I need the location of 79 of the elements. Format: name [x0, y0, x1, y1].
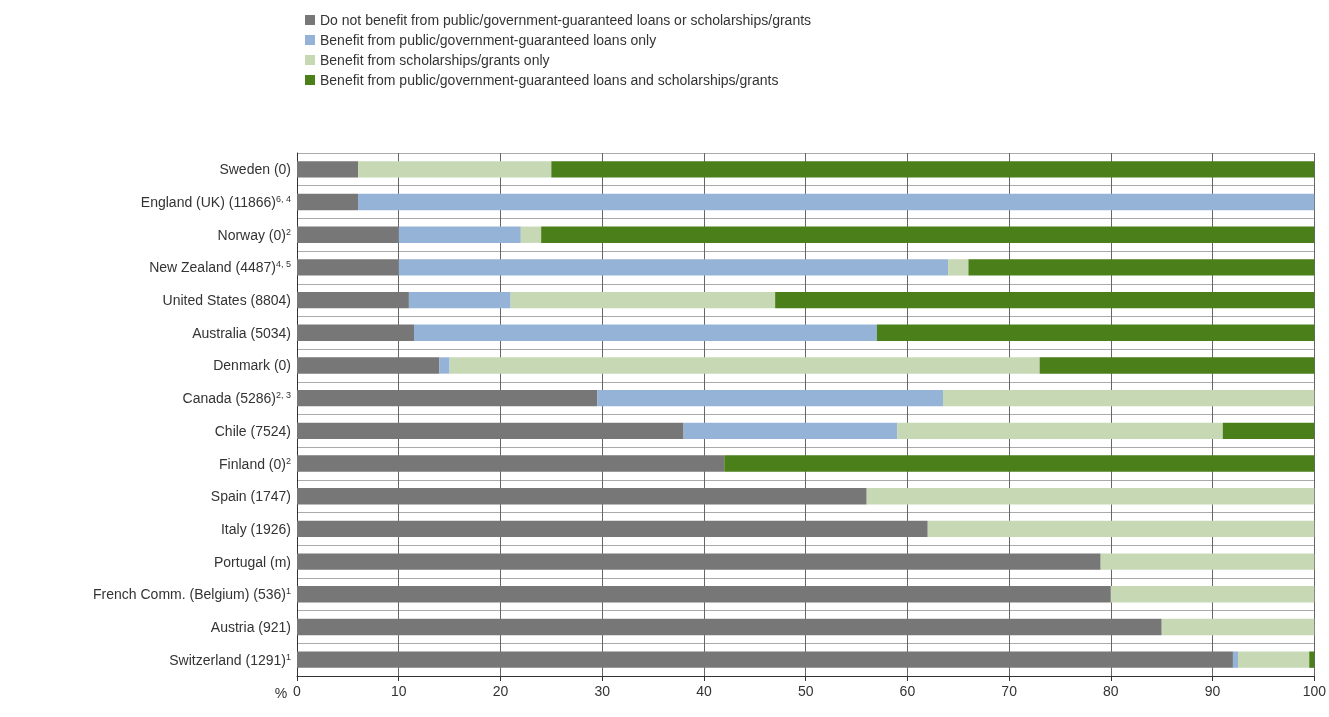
bar — [297, 357, 440, 374]
x-tick-label: 40 — [696, 683, 712, 699]
bar — [683, 422, 898, 440]
bar — [551, 161, 1315, 178]
bar — [413, 324, 877, 341]
bar — [1238, 651, 1310, 668]
bar — [1161, 618, 1315, 636]
bar — [943, 389, 1315, 407]
bar — [297, 161, 359, 178]
legend-label: Do not benefit from public/government-guaranteed loans or scholarships/grants — [320, 12, 812, 28]
bar — [1309, 651, 1315, 668]
y-tick-label: New Zealand (4487)$^{4, 5}$ — [149, 259, 291, 276]
bar — [968, 259, 1315, 276]
x-tick-label: 100 — [1302, 683, 1327, 699]
y-tick-label: Italy (1926) — [220, 520, 291, 537]
x-tick-label: 30 — [594, 683, 611, 699]
y-tick-label: Switzerland (1291)$^{1}$ — [169, 651, 291, 668]
y-tick-label: United States (8804) — [162, 292, 291, 309]
bar — [297, 422, 684, 440]
x-axis-title: % — [274, 685, 288, 701]
y-tick-label: Spain (1747) — [210, 488, 291, 505]
bar — [541, 226, 1315, 243]
bar — [510, 291, 776, 309]
bar — [297, 520, 928, 538]
y-tick-label: Austria (921) — [210, 618, 291, 635]
bar — [358, 193, 1315, 211]
bar — [297, 618, 1162, 636]
bar — [439, 357, 450, 374]
bar — [775, 291, 1315, 309]
bar — [297, 259, 399, 276]
y-tick-label: England (UK) (11866)$^{6, 4}$ — [140, 193, 291, 211]
bar — [520, 226, 542, 243]
legend-label: Benefit from public/government-guaranteed loans only — [320, 32, 657, 48]
bar — [1100, 553, 1315, 570]
bar — [1110, 586, 1315, 603]
x-tick-label: 20 — [492, 683, 509, 699]
bar — [1232, 651, 1239, 668]
legend-label: Benefit from public/government-guaranteed loans and scholarships/grants — [320, 72, 779, 88]
y-tick-label: French Comm. (Belgium) (536)$^{1}$ — [93, 585, 291, 603]
y-tick-label: Finland (0)$^{2}$ — [219, 455, 291, 472]
bar — [866, 488, 1315, 505]
x-tick-label: 90 — [1204, 683, 1221, 699]
bar — [297, 488, 867, 505]
bar — [948, 259, 969, 276]
bar — [297, 193, 359, 211]
bar — [408, 291, 511, 309]
x-tick-label: 60 — [899, 683, 916, 699]
bar — [724, 455, 1315, 472]
bar — [297, 586, 1111, 603]
bar — [597, 389, 943, 407]
bar — [297, 226, 399, 243]
bar — [297, 455, 725, 472]
bar — [398, 259, 949, 276]
y-tick-label: Denmark (0) — [213, 357, 291, 374]
y-tick-label: Sweden (0) — [219, 161, 291, 178]
x-tick-label: 10 — [390, 683, 407, 699]
bar — [1222, 422, 1315, 440]
bar — [297, 651, 1233, 668]
bar — [297, 291, 409, 309]
bar — [358, 161, 552, 178]
legend-label: Benefit from scholarships/grants only — [320, 52, 550, 68]
y-tick-label: Norway (0)$^{2}$ — [217, 226, 291, 244]
x-tick-label: 50 — [797, 683, 814, 699]
y-tick-label: Australia (5034) — [192, 324, 291, 341]
bar — [449, 357, 1040, 374]
y-tick-label: Portugal (m) — [213, 553, 291, 570]
x-tick-label: 70 — [1001, 683, 1018, 699]
x-tick-label: 80 — [1103, 683, 1119, 699]
bar — [1039, 357, 1315, 374]
bar — [927, 520, 1315, 538]
bar — [398, 226, 521, 243]
y-tick-label: Chile (7524) — [214, 422, 291, 439]
bar — [897, 422, 1223, 440]
bar — [297, 389, 598, 407]
bar — [876, 324, 1315, 341]
bar — [297, 553, 1101, 570]
bar — [297, 324, 414, 341]
x-tick-label: 0 — [293, 683, 302, 699]
y-tick-label: Canada (5286)$^{2, 3}$ — [182, 389, 291, 407]
